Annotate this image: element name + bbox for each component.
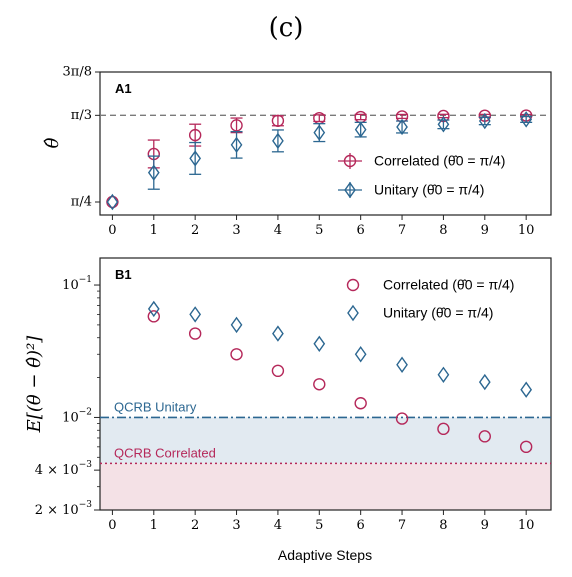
data-point-correlated xyxy=(519,440,533,454)
data-point-unitary xyxy=(106,193,119,211)
data-point-unitary xyxy=(437,116,450,133)
data-point-unitary xyxy=(396,118,408,136)
legend-label: Correlated (θ̂0 = π/4) xyxy=(383,277,514,293)
data-point-unitary xyxy=(520,111,533,128)
x-tick-label: 1 xyxy=(150,518,158,533)
data-point-unitary xyxy=(313,124,326,141)
x-tick-label: 8 xyxy=(439,223,447,238)
data-point-correlated xyxy=(188,327,202,340)
legend-marker-unitary xyxy=(344,181,356,199)
x-tick-label: 0 xyxy=(108,518,116,533)
data-point-correlated xyxy=(188,128,202,142)
data-point-unitary xyxy=(230,316,243,334)
qcrb-unitary-label: QCRB Unitary xyxy=(114,399,197,414)
y-tick-label: π/3 xyxy=(71,108,92,123)
panel-b1-ylabel: E[(θ − θ̂)²] xyxy=(24,335,45,434)
x-tick-label: 7 xyxy=(398,518,406,533)
data-point-unitary xyxy=(313,335,326,352)
data-point-correlated xyxy=(147,310,160,323)
data-point-unitary xyxy=(272,325,284,342)
y-tick-label: π/4 xyxy=(71,194,92,209)
panel-a1-label: A1 xyxy=(115,81,132,96)
panel-b1-label: B1 xyxy=(115,267,132,282)
data-point-unitary xyxy=(520,381,533,398)
legend-marker-unitary xyxy=(347,304,359,322)
x-tick-label: 10 xyxy=(518,518,535,533)
qcrb-correlated-label: QCRB Correlated xyxy=(114,445,216,460)
y-tick-label: 3π/8 xyxy=(63,65,92,80)
panel-a1: A1 0 1 2 3 4 5 6 7 8 9 10 π/4 π/3 3π/8 Correlated (θ̂… xyxy=(42,65,552,238)
data-point-unitary xyxy=(478,112,491,130)
x-tick-label: 2 xyxy=(191,223,199,238)
x-tick-label: 6 xyxy=(357,223,365,238)
data-point-unitary xyxy=(189,150,202,167)
data-point-correlated xyxy=(437,422,450,436)
legend-marker-correlated xyxy=(343,154,357,168)
data-point-correlated xyxy=(271,114,285,127)
x-tick-label: 8 xyxy=(439,518,447,533)
panel-b1-frame xyxy=(99,257,552,511)
legend-marker-correlated xyxy=(346,278,360,292)
data-point-correlated xyxy=(354,397,367,410)
data-point-correlated xyxy=(313,378,326,391)
y-tick-label: 2 × 10−3 xyxy=(35,500,93,518)
data-point-unitary xyxy=(354,121,367,138)
data-point-correlated xyxy=(230,348,243,361)
x-tick-label: 4 xyxy=(274,223,282,238)
y-tick-label: 4 × 10−3 xyxy=(35,460,93,478)
data-point-unitary xyxy=(354,346,367,363)
data-point-unitary xyxy=(272,132,284,150)
x-tick-label: 5 xyxy=(315,223,323,238)
y-tick-label: 10−1 xyxy=(62,275,92,293)
data-point-unitary xyxy=(478,373,491,391)
x-tick-label: 1 xyxy=(150,223,158,238)
x-tick-label: 2 xyxy=(191,518,199,533)
x-tick-label: 7 xyxy=(398,223,406,238)
legend-label: Unitary (θ̂0 = π/4) xyxy=(383,305,493,321)
data-point-correlated xyxy=(271,364,285,378)
correlated-bound-region xyxy=(100,463,551,510)
unitary-bound-region xyxy=(100,417,551,464)
legend-label: Correlated (θ̂0 = π/4) xyxy=(374,153,505,169)
data-point-correlated xyxy=(230,119,243,132)
x-tick-label: 4 xyxy=(274,518,282,533)
x-tick-label: 3 xyxy=(232,518,240,533)
x-tick-label: 10 xyxy=(518,223,535,238)
x-tick-label: 9 xyxy=(481,518,489,533)
figure-label: (c) xyxy=(269,13,304,43)
data-point-correlated xyxy=(106,195,119,209)
legend-label: Unitary (θ̂0 = π/4) xyxy=(374,182,484,198)
data-point-correlated xyxy=(395,412,409,425)
panel-a1-ylabel: θ̂ xyxy=(42,137,63,148)
data-point-unitary xyxy=(437,366,450,383)
x-axis-label: Adaptive Steps xyxy=(278,547,372,563)
data-point-unitary xyxy=(147,300,160,318)
x-tick-label: 5 xyxy=(315,518,323,533)
x-tick-label: 0 xyxy=(108,223,116,238)
data-point-unitary xyxy=(396,356,408,373)
panel-a1-frame xyxy=(99,71,552,216)
data-point-correlated xyxy=(478,430,491,443)
data-point-unitary xyxy=(230,136,243,154)
data-point-unitary xyxy=(189,306,202,323)
data-point-unitary xyxy=(147,164,160,181)
x-tick-label: 3 xyxy=(232,223,240,238)
x-tick-label: 9 xyxy=(481,223,489,238)
x-tick-label: 6 xyxy=(357,518,365,533)
y-tick-label: 10−2 xyxy=(62,407,92,425)
